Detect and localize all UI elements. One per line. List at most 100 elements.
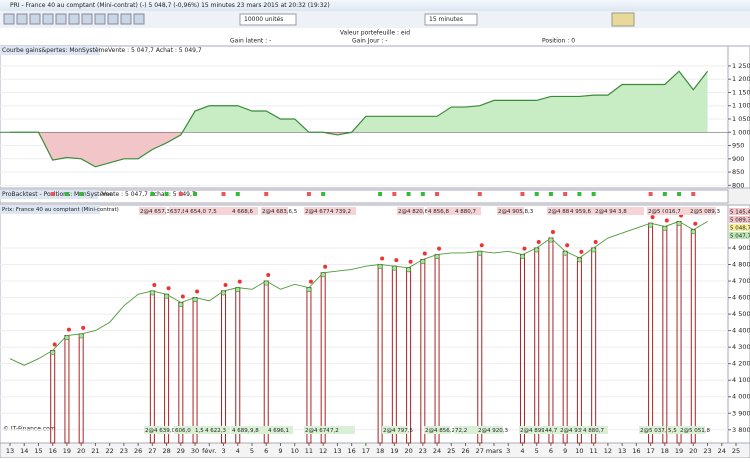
trade-label: 4 959,6 <box>570 209 591 215</box>
y-tick-label: 4 300 <box>732 343 750 351</box>
x-tick-label: 19 <box>390 447 398 455</box>
exit-marker <box>593 239 598 244</box>
x-tick-label: 23 <box>703 447 711 455</box>
positions-subtitle: Vente : 5 047,7 Achat : 5 049,7 <box>102 191 196 198</box>
exit-marker <box>394 258 399 263</box>
quantity-select[interactable] <box>239 13 297 26</box>
entry-marker <box>391 265 397 271</box>
trade-label: 4 654,0 <box>185 209 206 215</box>
trade-label-bg <box>304 426 330 434</box>
y-tick-label: 3 800 <box>732 426 750 434</box>
tool-button[interactable] <box>68 13 80 25</box>
exit-marker <box>237 279 242 284</box>
position-flag <box>164 192 169 196</box>
tool-button[interactable] <box>94 13 106 25</box>
exit-marker <box>195 289 200 294</box>
entry-marker <box>192 297 198 303</box>
trade-label-bg <box>559 426 585 434</box>
entry-marker <box>520 254 525 260</box>
portfolio-value: Valeur portefeuille : eid <box>340 30 410 37</box>
trade-label-bg <box>144 426 170 434</box>
trade-label: 3,8 <box>618 209 627 215</box>
trade-label: 2@4 677,7 <box>305 209 335 215</box>
x-tick-label: 5 <box>535 447 539 455</box>
entry-marker <box>662 226 668 231</box>
y-tick-label: 4 800 <box>732 261 750 269</box>
y-tick-label: 900 <box>732 155 744 163</box>
x-tick-label: 6 <box>264 447 268 455</box>
tool-button[interactable] <box>16 13 28 25</box>
period-select[interactable] <box>424 13 478 26</box>
exit-marker <box>664 218 669 223</box>
entry-marker <box>50 349 56 355</box>
tool-button[interactable] <box>611 12 635 27</box>
position-flag <box>221 192 226 196</box>
y-tick-label: 4 700 <box>732 277 750 285</box>
entry-marker <box>591 247 597 253</box>
trade-label: 9,8 <box>250 428 259 434</box>
price-badge <box>729 232 750 239</box>
tool-button[interactable] <box>120 13 132 25</box>
exit-marker <box>579 249 584 254</box>
tool-button[interactable] <box>81 13 93 25</box>
entry-marker <box>534 247 540 253</box>
price-badge <box>729 216 750 223</box>
trade-label: 72,2 <box>455 428 467 434</box>
trade-label-bg <box>617 207 644 215</box>
position-flag <box>392 192 397 196</box>
x-tick-label: 5 <box>250 447 254 455</box>
position-flag <box>64 192 69 196</box>
trade-label: 7,5 <box>208 209 217 215</box>
entry-marker <box>648 222 654 228</box>
trade-label: 4 880,7 <box>583 428 604 434</box>
trade-label-bg <box>519 426 545 434</box>
x-tick-label: mars <box>486 447 503 455</box>
x-tick-label: 13 <box>618 447 626 455</box>
tool-button[interactable] <box>107 13 119 25</box>
trade-label-bg <box>647 207 674 215</box>
trade-label: 2@4 674,4 <box>305 428 335 434</box>
y-tick-label: 4 100 <box>732 376 750 384</box>
trade-label: 2@4 941,3 <box>595 209 625 215</box>
trade-label: 016,7 <box>665 209 681 215</box>
position-flag <box>321 192 326 196</box>
entry-marker <box>149 290 155 296</box>
y-tick-label: 1 200 <box>732 75 750 83</box>
entry-marker <box>548 237 554 243</box>
exit-marker <box>308 279 313 284</box>
entry-marker <box>420 259 426 264</box>
trade-label: 2@4 905,8,3 <box>498 209 534 215</box>
trade-label: 4 739,2 <box>330 209 351 215</box>
trade-label-bg <box>639 426 665 434</box>
x-tick-label: 25 <box>732 447 740 455</box>
tool-button[interactable] <box>133 13 145 25</box>
position-flag <box>50 192 55 196</box>
position-flag <box>378 192 383 196</box>
x-tick-label: 3 <box>221 447 225 455</box>
toolbar-icons[interactable] <box>3 12 635 27</box>
trade-label-bg <box>169 207 196 215</box>
x-tick-label: 17 <box>362 447 370 455</box>
trade-label: 4 856,8 <box>428 209 449 215</box>
trade-label: 5,5 <box>668 428 677 434</box>
price-badge <box>729 224 750 231</box>
x-tick-label: 17 <box>646 447 654 455</box>
position-flag <box>406 192 411 196</box>
price-badge-label: 5 145,4 <box>730 209 750 215</box>
tool-button[interactable] <box>29 13 41 25</box>
position-flag <box>691 192 696 196</box>
x-tick-label: 28 <box>162 447 170 455</box>
copyright: © IT-Finance.com <box>3 426 56 433</box>
entry-marker <box>406 267 412 273</box>
tool-button[interactable] <box>3 13 15 25</box>
x-tick-label: 10 <box>291 447 299 455</box>
trade-label: 2@4 886,9 <box>548 209 578 215</box>
tool-button[interactable] <box>55 13 67 25</box>
position-flag <box>178 192 183 196</box>
x-tick-label: 20 <box>77 447 85 455</box>
tool-button[interactable] <box>42 13 54 25</box>
trade-label-bg <box>569 207 596 215</box>
position-flag <box>648 192 653 196</box>
trade-label: 2@4 920,3 <box>478 428 508 434</box>
